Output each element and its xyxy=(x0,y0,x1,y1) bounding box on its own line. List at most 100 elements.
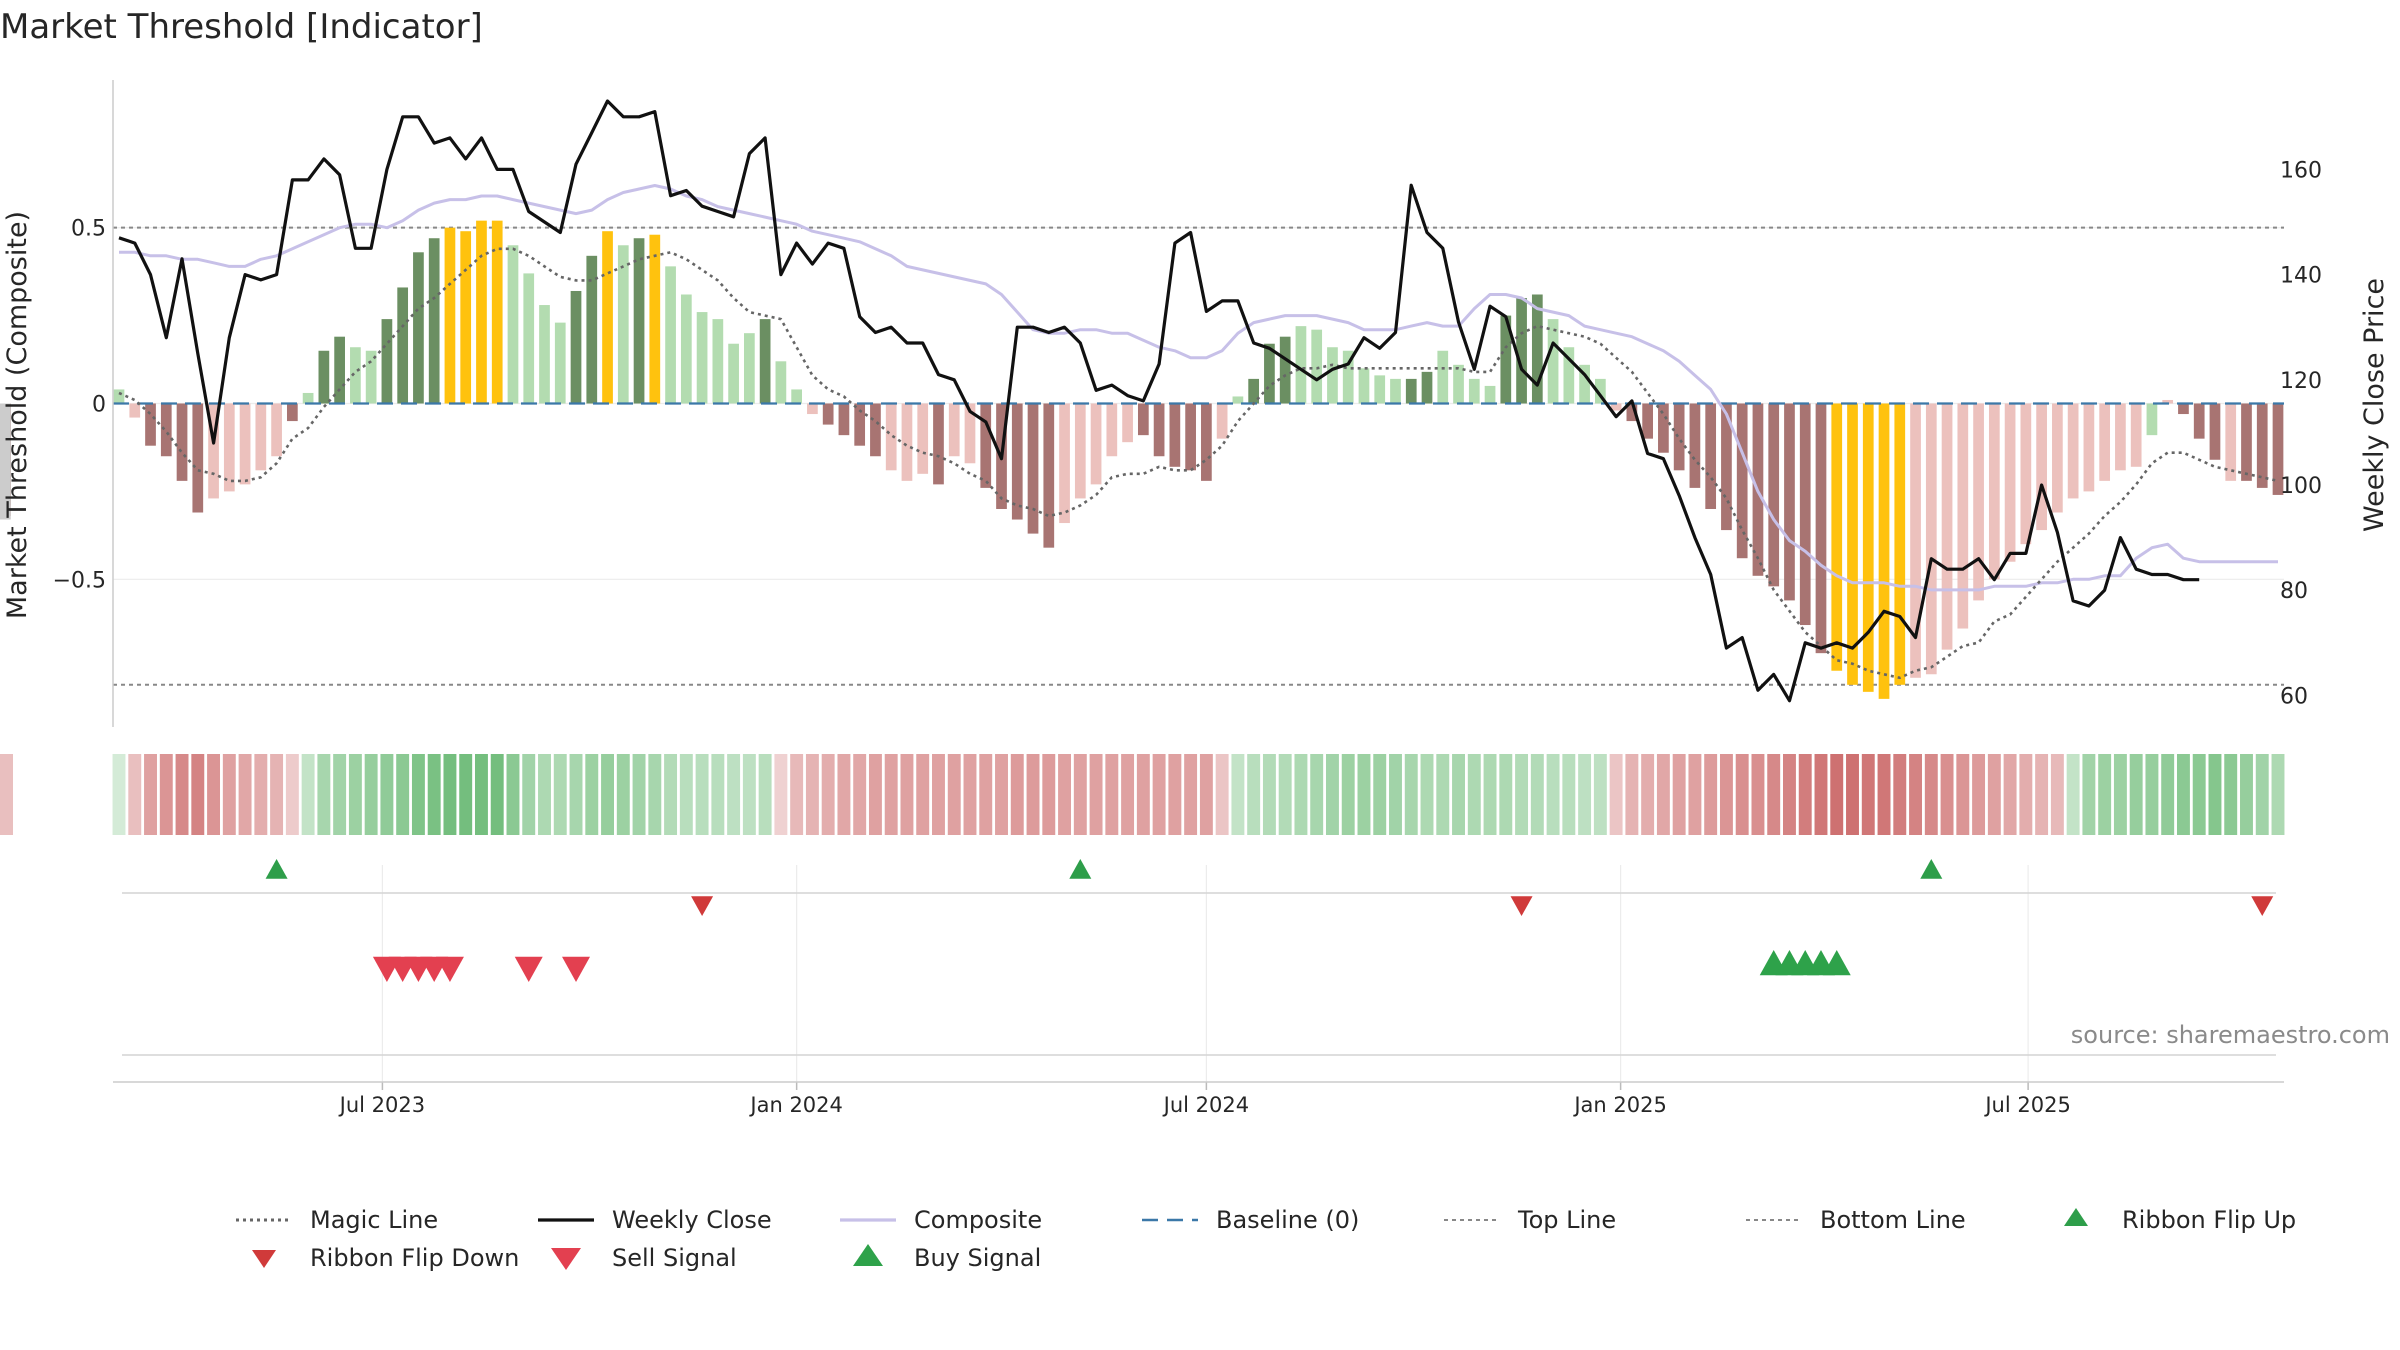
ribbon-cell xyxy=(2161,754,2175,835)
source-credit: source: sharemaestro.com xyxy=(2071,1021,2390,1049)
composite-bar xyxy=(791,389,803,404)
composite-bar xyxy=(933,403,944,485)
composite-bar xyxy=(570,290,582,404)
legend-label: Ribbon Flip Up xyxy=(2122,1206,2296,1234)
ribbon-cell xyxy=(2003,754,2017,835)
ribbon-cell xyxy=(1357,754,1371,835)
ribbon-cell xyxy=(1987,754,2001,835)
ribbon-cell xyxy=(1783,754,1796,835)
composite-bar xyxy=(712,319,724,404)
composite-bar xyxy=(2130,403,2142,467)
composite-bar xyxy=(854,403,866,446)
ribbon-cell xyxy=(490,754,504,835)
y2-tick-label: 80 xyxy=(2280,579,2308,604)
ribbon-cell xyxy=(2145,754,2159,835)
weekly-close-line xyxy=(118,99,2200,703)
composite-bar xyxy=(0,403,11,520)
ribbon-cell xyxy=(821,754,835,835)
composite-bar xyxy=(744,333,755,404)
ribbon-cell xyxy=(2098,754,2112,835)
y2-tick-label: 100 xyxy=(2280,474,2322,499)
composite-bar xyxy=(807,403,818,415)
ribbon-cell xyxy=(1593,754,1607,835)
composite-bar xyxy=(1248,378,1260,404)
composite-bar xyxy=(286,403,298,422)
legend-label: Composite xyxy=(914,1206,1042,1234)
composite-bar xyxy=(2272,403,2284,495)
ribbon-cell xyxy=(2208,754,2222,835)
signal-markers xyxy=(265,859,2274,982)
composite-bar xyxy=(1437,350,1449,404)
ribbon-cell xyxy=(979,754,993,835)
ribbon-cell xyxy=(128,754,142,835)
ribbon-cell xyxy=(238,754,252,835)
y2-tick-label: 60 xyxy=(2280,684,2308,709)
composite-bar xyxy=(523,273,535,404)
composite-bar xyxy=(2067,403,2079,499)
composite-bar xyxy=(1122,403,1133,443)
ribbon-cell xyxy=(2255,754,2269,835)
composite-bar xyxy=(1405,378,1417,404)
x-tick-label: Jul 2024 xyxy=(1162,1093,1249,1117)
ribbon-cell xyxy=(443,754,457,835)
ribbon-cell xyxy=(963,754,977,835)
y2-tick-label: 140 xyxy=(2280,264,2322,289)
composite-bar xyxy=(1831,403,1843,671)
composite-bar xyxy=(948,403,960,457)
composite-bar xyxy=(822,403,834,425)
ribbon-cell xyxy=(427,754,441,835)
ribbon-cell xyxy=(1231,754,1245,835)
ribbon-cell xyxy=(285,754,299,835)
composite-bar xyxy=(885,403,897,471)
ribbon-cell xyxy=(1058,754,1072,835)
composite-bar xyxy=(1484,385,1496,404)
composite-bar xyxy=(223,403,235,492)
composite-bar xyxy=(460,231,472,404)
composite-bar xyxy=(1973,403,1984,601)
composite-bar xyxy=(476,220,487,404)
composite-bar xyxy=(1264,343,1275,404)
legend-item: Ribbon Flip Up xyxy=(2064,1206,2296,1234)
left-y-ticks: 0.5 0 −0.5 xyxy=(53,217,106,594)
ribbon-flip-up-marker xyxy=(1069,859,1092,879)
ribbon-cell xyxy=(1814,754,1828,835)
legend-item: Composite xyxy=(840,1206,1042,1234)
composite-bar xyxy=(964,403,976,464)
legend-item: Baseline (0) xyxy=(1142,1206,1359,1234)
ribbon-cell xyxy=(254,754,268,835)
composite-bar xyxy=(1453,364,1464,404)
ribbon-cell xyxy=(1010,754,1024,835)
legend-label: Sell Signal xyxy=(612,1244,737,1272)
ribbon-cell xyxy=(1199,754,1213,835)
composite-bar xyxy=(633,238,645,404)
composite-bar xyxy=(1531,294,1543,404)
ribbon-cell xyxy=(1672,754,1686,835)
ribbon-cell xyxy=(1325,754,1339,835)
ribbon-cell xyxy=(1373,754,1387,835)
indicator-lines xyxy=(113,99,2284,703)
composite-bar xyxy=(1847,403,1858,685)
x-tick-label: Jul 2025 xyxy=(1983,1093,2070,1117)
ribbon-cell xyxy=(1656,754,1670,835)
legend-item: Buy Signal xyxy=(853,1244,1041,1272)
ribbon-cell xyxy=(1310,754,1324,835)
ribbon-cell xyxy=(2019,754,2033,835)
composite-bar xyxy=(1610,403,1622,411)
ribbon-cell xyxy=(805,754,819,835)
ribbon-cell xyxy=(459,754,473,835)
ribbon-cell xyxy=(1877,754,1891,835)
reference-lines xyxy=(113,226,2284,686)
ribbon-cell xyxy=(1042,754,1056,835)
ribbon-cell xyxy=(679,754,693,835)
composite-bar xyxy=(1957,403,1969,629)
ribbon-cell xyxy=(727,754,741,835)
composite-bar xyxy=(491,220,503,404)
ribbon-cell xyxy=(1830,754,1844,835)
ribbon-cell xyxy=(1026,754,1040,835)
composite-bar xyxy=(1862,403,1874,692)
composite-bar xyxy=(350,347,361,404)
composite-bar xyxy=(2052,403,2063,513)
ribbon-cell xyxy=(1294,754,1308,835)
ribbon-cell xyxy=(1735,754,1749,835)
composite-bar xyxy=(901,403,913,481)
